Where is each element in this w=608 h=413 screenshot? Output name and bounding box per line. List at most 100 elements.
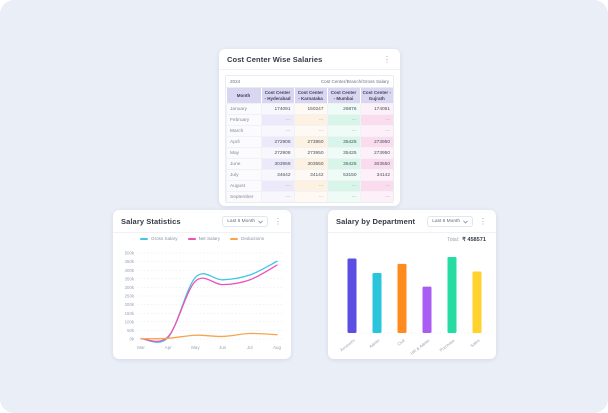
y-tick-label: 350k <box>125 276 135 281</box>
column-header: Month <box>226 88 261 104</box>
salary-cell: 272908 <box>260 147 294 159</box>
bar <box>397 263 407 333</box>
bar <box>447 257 457 333</box>
salary-cell: --- <box>326 191 360 203</box>
chevron-down-icon <box>258 219 263 224</box>
kebab-menu-icon[interactable]: ⋮ <box>383 54 391 64</box>
salary-cell: 53150 <box>326 169 360 181</box>
period-selector-statistics[interactable]: Last 6 Month <box>222 216 268 227</box>
y-tick-label: 300k <box>125 285 135 290</box>
salary-cell: 35425 <box>326 158 360 170</box>
cost-center-table-container: 2024 Cost Center/Branch/Gross Salary Mon… <box>225 75 394 204</box>
legend-label: Net Salary <box>198 236 221 241</box>
bar-label: Purchase <box>439 337 457 352</box>
salary-statistics-header: Salary Statistics Last 6 Month ⋮ <box>113 210 291 233</box>
column-header: Cost Center - Mumbai <box>326 88 360 104</box>
kebab-menu-icon[interactable]: ⋮ <box>479 216 487 226</box>
salary-cell: 273950 <box>359 136 393 148</box>
bar <box>422 286 432 333</box>
salary-cell: 34142 <box>359 169 393 181</box>
period-selector-department[interactable]: Last 6 Month <box>427 216 473 227</box>
month-cell: June <box>226 158 261 170</box>
bar-label: Sales <box>469 338 480 348</box>
x-tick-label: Jun <box>219 345 227 350</box>
legend-swatch <box>187 237 196 240</box>
salary-statistics-chart: 0k 50k 100k 150k 200k 250k 300k 350k 400k 450k 500… <box>125 251 283 350</box>
kebab-menu-icon[interactable]: ⋮ <box>274 216 282 226</box>
salary-statistics-legend: Gross Salary Net Salary Deductions <box>113 236 291 241</box>
x-tick-label: Mar <box>137 345 145 350</box>
column-header: Cost Center - Gujrath <box>359 88 393 104</box>
bar-label: Accounts <box>339 338 356 353</box>
table-year-label: 2024 <box>230 79 241 84</box>
table-row: September --- --- --- --- <box>226 191 393 203</box>
table-row: February --- --- --- --- <box>226 114 393 126</box>
legend-swatch <box>140 237 148 240</box>
month-cell: July <box>226 169 261 181</box>
cost-center-card-header: Cost Center Wise Salaries ⋮ <box>219 49 400 70</box>
series-line <box>140 264 278 343</box>
cost-center-table-body: January 174091 150247 26876 174051 February --… <box>226 103 393 203</box>
salary-cell: 303958 <box>260 158 294 170</box>
column-header: Cost Center - Karnataka <box>293 88 327 104</box>
legend-item[interactable]: Net Salary <box>187 236 221 241</box>
table-row: June 303958 303550 35425 303550 <box>226 158 393 170</box>
legend-label: Deductions <box>241 236 264 241</box>
total-value: ₹ 458571 <box>462 237 486 243</box>
legend-item[interactable]: Deductions <box>230 236 264 241</box>
salary-cell: 174091 <box>260 103 294 115</box>
month-cell: May <box>226 147 261 159</box>
chevron-down-icon <box>463 219 468 224</box>
salary-cell: --- <box>293 125 327 137</box>
salary-statistics-card: Salary Statistics Last 6 Month ⋮ Gross S… <box>113 210 291 359</box>
legend-label: Gross Salary <box>151 236 178 241</box>
cost-center-table-subheader: 2024 Cost Center/Branch/Gross Salary <box>226 76 393 88</box>
salary-cell: 303550 <box>293 158 327 170</box>
y-tick-label: 200k <box>125 302 135 307</box>
period-selector-value: Last 6 Month <box>432 219 460 224</box>
cost-center-table-head: Month Cost Center - Hyderabad Cost Center … <box>226 88 393 104</box>
table-row: August --- --- --- --- <box>226 180 393 192</box>
salary-cell: --- <box>260 180 294 192</box>
salary-cell: 174051 <box>359 103 393 115</box>
salary-cell: 26876 <box>326 103 360 115</box>
cost-center-card-title: Cost Center Wise Salaries <box>227 55 323 64</box>
salary-cell: --- <box>260 114 294 126</box>
y-tick-label: 450k <box>125 259 135 264</box>
y-tick-label: 0k <box>129 337 134 342</box>
bar-label: Admin <box>368 337 381 349</box>
salary-cell: 35425 <box>326 136 360 148</box>
period-selector-value: Last 6 Month <box>227 219 255 224</box>
salary-cell: --- <box>326 180 360 192</box>
table-row: January 174091 150247 26876 174051 <box>226 103 393 115</box>
series-line <box>140 260 278 343</box>
bar <box>372 272 382 333</box>
salary-cell: --- <box>359 125 393 137</box>
salary-cell: 303550 <box>359 158 393 170</box>
salary-cell: 272908 <box>260 136 294 148</box>
cost-center-wise-salaries-card: Cost Center Wise Salaries ⋮ 2024 Cost Ce… <box>219 49 400 206</box>
salary-cell: --- <box>260 125 294 137</box>
y-tick-label: 50k <box>127 328 135 333</box>
salary-cell: 273950 <box>359 147 393 159</box>
table-row: March --- --- --- --- <box>226 125 393 137</box>
salary-cell: --- <box>359 180 393 192</box>
month-cell: March <box>226 125 261 137</box>
legend-swatch <box>230 237 239 240</box>
column-header: Cost Center - Hyderabad <box>260 88 294 104</box>
month-cell: April <box>226 136 261 148</box>
salary-by-department-card: Salary by Department Last 6 Month ⋮ Tota… <box>328 210 496 359</box>
legend-item[interactable]: Gross Salary <box>140 236 178 241</box>
bar <box>472 271 482 333</box>
salary-by-department-chart: Accounts Admin Civil HR & Admin Purchase Sale… <box>338 257 488 356</box>
series-line <box>140 332 278 340</box>
salary-cell: --- <box>293 180 327 192</box>
salary-cell: 273950 <box>293 147 327 159</box>
y-tick-label: 400k <box>125 268 135 273</box>
bar <box>347 258 357 333</box>
salary-cell: 273950 <box>293 136 327 148</box>
x-tick-label: Aug <box>273 345 281 350</box>
salary-cell: --- <box>359 191 393 203</box>
salary-cell: --- <box>359 114 393 126</box>
